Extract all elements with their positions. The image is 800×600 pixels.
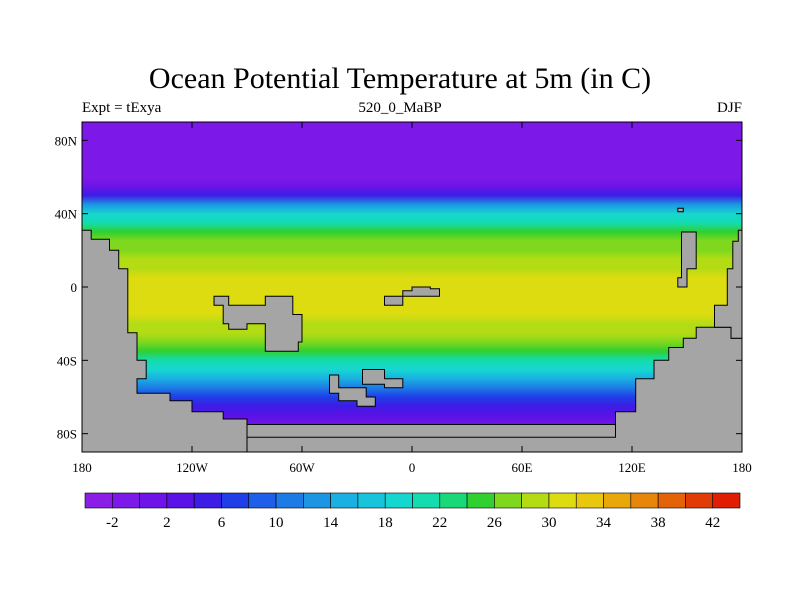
colorbar-label: 14 — [323, 515, 339, 531]
x-tick-label: 60W — [289, 460, 315, 475]
colorbar-swatch — [111, 492, 140, 509]
y-tick-label: 40S — [57, 353, 77, 368]
x-tick-label: 120E — [618, 460, 646, 475]
colorbar-swatch — [657, 492, 686, 509]
colorbar-label: 10 — [269, 515, 284, 531]
colorbar-swatch — [630, 492, 659, 509]
y-tick-label: 0 — [71, 280, 78, 295]
colorbar-label: -2 — [106, 515, 119, 531]
landmasses — [81, 207, 743, 453]
y-tick-label: 40N — [55, 207, 78, 222]
colorbar-swatch — [303, 492, 331, 509]
colorbar-label: 42 — [705, 515, 720, 531]
land-arc-island — [677, 231, 697, 288]
y-axis: 80N 40N 0 40S 80S — [55, 133, 742, 442]
colorbar-swatch — [685, 492, 714, 509]
colorbar: -2 2 6 10 14 18 22 26 30 34 38 42 — [84, 492, 741, 531]
colorbar-swatch — [521, 492, 550, 509]
land-west-continent — [81, 229, 248, 453]
colorbar-swatch — [193, 492, 222, 509]
land-tropical-islands — [213, 295, 303, 352]
colorbar-swatch — [221, 492, 250, 509]
x-tick-label: 180 — [72, 460, 92, 475]
colorbar-swatch — [275, 492, 304, 509]
colorbar-swatch — [712, 492, 741, 509]
land-southern-island-2 — [362, 369, 404, 389]
chart-title: Ocean Potential Temperature at 5m (in C) — [148, 62, 652, 95]
colorbar-swatch — [575, 492, 604, 509]
colorbar-label: 34 — [596, 515, 612, 531]
colorbar-swatch — [439, 492, 468, 509]
land-equatorial-island — [384, 286, 440, 306]
colorbar-swatch — [248, 492, 277, 509]
land-southern-island — [329, 374, 376, 407]
land-small-isle — [677, 207, 684, 213]
colorbar-swatch — [494, 492, 522, 509]
colorbar-label: 18 — [378, 515, 393, 531]
colorbar-swatch — [330, 492, 359, 509]
x-tick-label: 120W — [176, 460, 209, 475]
colorbar-swatch — [466, 492, 495, 509]
experiment-label: Expt = tExya — [82, 100, 162, 116]
colorbar-label: 2 — [163, 515, 171, 531]
colorbar-label: 26 — [487, 515, 503, 531]
land-east-continent — [246, 411, 616, 438]
colorbar-swatch — [384, 492, 413, 509]
colorbar-label: 6 — [218, 515, 226, 531]
x-tick-label: 60E — [512, 460, 533, 475]
colorbar-swatch — [139, 492, 168, 509]
colorbar-swatch — [603, 492, 632, 509]
colorbar-swatch — [166, 492, 195, 509]
colorbar-swatch — [412, 492, 441, 509]
colorbar-label: 30 — [541, 515, 556, 531]
period-label: 520_0_MaBP — [358, 100, 442, 116]
colorbar-swatch — [357, 492, 386, 509]
colorbar-swatch — [84, 492, 113, 509]
season-label: DJF — [716, 100, 742, 116]
x-axis: 180 120W 60W 0 60E 120E 180 — [72, 122, 752, 475]
y-tick-label: 80N — [55, 133, 78, 148]
plot-area — [81, 121, 743, 453]
colorbar-label: 22 — [432, 515, 447, 531]
land-east-coast — [714, 229, 743, 339]
x-tick-label: 0 — [409, 460, 416, 475]
x-tick-label: 180 — [732, 460, 752, 475]
colorbar-swatch — [548, 492, 577, 509]
colorbar-label: 38 — [651, 515, 666, 531]
y-tick-label: 80S — [57, 427, 77, 442]
